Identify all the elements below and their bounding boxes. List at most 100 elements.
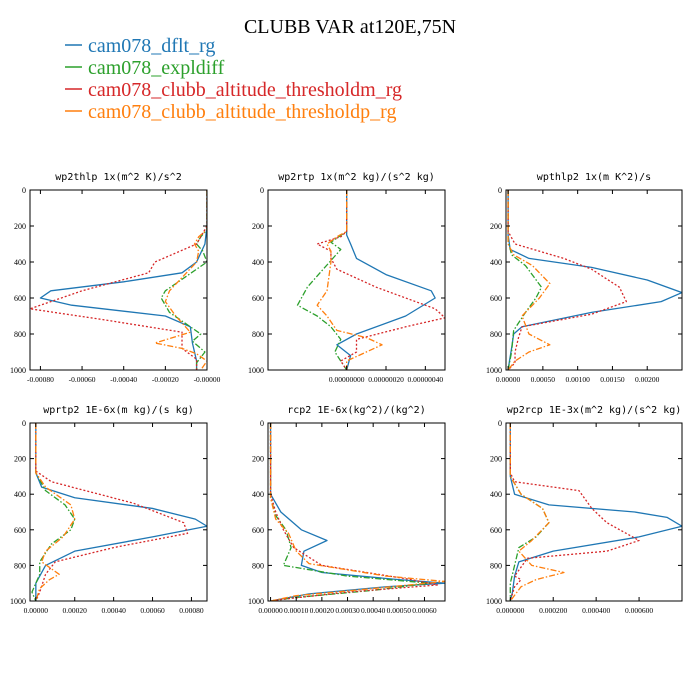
y-tick-label: 1000	[10, 597, 26, 606]
x-tick-label: 0.00000040	[408, 375, 444, 384]
y-tick-label: 400	[252, 490, 264, 499]
y-tick-label: 1000	[248, 366, 264, 375]
subplot-3: wpthlp2 1x(m K^2)/s020040060080010000.00…	[486, 172, 683, 384]
legend-label: cam078_clubb_altitude_thresholdm_rg	[88, 79, 402, 101]
x-tick-label: 0.00080	[179, 606, 204, 615]
x-tick-label: 0.00030	[335, 606, 360, 615]
series-line-cam078_clubb_altitude_thresholdp_rg	[509, 423, 565, 601]
x-tick-label: 0.00040	[101, 606, 126, 615]
y-tick-label: 0	[260, 186, 264, 195]
x-tick-label: -0.00040	[110, 375, 137, 384]
series-line-cam078_clubb_altitude_thresholdp_rg	[507, 190, 551, 370]
series-line-cam078_expldiff	[507, 190, 543, 370]
y-tick-label: 600	[252, 294, 264, 303]
y-tick-label: 400	[252, 258, 264, 267]
subplot-title: wprtp2 1E-6x(m kg)/(s kg)	[43, 405, 194, 416]
y-tick-label: 1000	[10, 366, 26, 375]
y-tick-label: 0	[260, 419, 264, 428]
plot-frame	[505, 189, 683, 371]
y-tick-label: 0	[498, 186, 502, 195]
series-line-cam078_expldiff	[269, 423, 431, 601]
y-tick-label: 200	[14, 455, 26, 464]
series-line-cam078_dflt_rg	[509, 423, 682, 601]
x-tick-label: 0.00000000	[329, 375, 365, 384]
legend: cam078_dflt_rgcam078_expldiffcam078_club…	[65, 35, 402, 123]
x-tick-label: 0.00060	[412, 606, 437, 615]
x-tick-label: 0.00040	[361, 606, 386, 615]
series-line-cam078_clubb_altitude_thresholdm_rg	[269, 423, 438, 601]
x-tick-label: -0.00020	[152, 375, 179, 384]
series-line-cam078_clubb_altitude_thresholdm_rg	[507, 190, 627, 370]
x-tick-label: 0.000000	[496, 606, 524, 615]
y-tick-label: 400	[490, 490, 502, 499]
x-tick-label: 0.00200	[635, 375, 660, 384]
subplot-title: wpthlp2 1x(m K^2)/s	[537, 172, 651, 183]
y-tick-label: 600	[490, 526, 502, 535]
x-tick-label: 0.00100	[565, 375, 590, 384]
x-tick-label: 0.00000	[24, 606, 49, 615]
series-line-cam078_expldiff	[31, 423, 76, 601]
panels: wp2thlp 1x(m^2 K)/s^202004006008001000-0…	[10, 172, 683, 615]
series-line-cam078_expldiff	[160, 190, 207, 370]
figure-title: CLUBB VAR at120E,75N	[244, 16, 456, 38]
series-line-cam078_clubb_altitude_thresholdm_rg	[316, 190, 445, 370]
y-tick-label: 200	[252, 222, 264, 231]
plot-frame	[29, 189, 208, 371]
x-tick-label: 0.00020	[63, 606, 88, 615]
x-tick-label: 0.000600	[625, 606, 653, 615]
y-tick-label: 200	[14, 222, 26, 231]
series-line-cam078_dflt_rg	[507, 190, 682, 370]
y-tick-label: 800	[14, 561, 26, 570]
series-line-cam078_dflt_rg	[269, 423, 445, 601]
series-line-cam078_clubb_altitude_thresholdp_rg	[316, 190, 383, 370]
subplot-5: rcp2 1E-6x(kg^2)/(kg^2) 0 200 400 600 800 1000…	[248, 405, 446, 615]
plot-frame	[505, 422, 683, 602]
series-line-cam078_dflt_rg	[39, 190, 207, 370]
y-tick-label: 200	[252, 455, 264, 464]
x-tick-label: -0.00060	[69, 375, 96, 384]
y-tick-label: 200	[490, 455, 502, 464]
legend-label: cam078_clubb_altitude_thresholdp_rg	[88, 101, 396, 123]
plot-frame	[29, 422, 208, 602]
y-tick-label: 1000	[486, 366, 502, 375]
y-tick-label: 600	[252, 526, 264, 535]
y-tick-label: 200	[490, 222, 502, 231]
x-tick-label: 0.000400	[582, 606, 610, 615]
subplot-6: wp2rcp 1E-3x(m^2 kg)/(s^2 kg) 0 200 400 600 8…	[486, 405, 683, 615]
x-tick-label: -0.00080	[27, 375, 54, 384]
series-line-cam078_clubb_altitude_thresholdp_rg	[154, 190, 207, 370]
y-tick-label: 1000	[248, 597, 264, 606]
x-tick-label: 0.00050	[387, 606, 412, 615]
series-line-cam078_dflt_rg	[336, 190, 436, 370]
x-tick-label: 0.00000	[496, 375, 521, 384]
subplot-2: wp2rtp 1x(m^2 kg)/(s^2 kg) 0 200 400 600 800 1…	[248, 172, 446, 384]
legend-label: cam078_dflt_rg	[88, 35, 215, 57]
x-tick-label: 0.00020	[310, 606, 335, 615]
y-tick-label: 0	[22, 419, 26, 428]
y-tick-label: 600	[14, 294, 26, 303]
subplot-title: wp2thlp 1x(m^2 K)/s^2	[55, 172, 181, 183]
series-line-cam078_clubb_altitude_thresholdm_rg	[35, 423, 189, 601]
y-tick-label: 600	[14, 526, 26, 535]
series-line-cam078_clubb_altitude_thresholdp_rg	[35, 423, 76, 601]
y-tick-label: 0	[22, 186, 26, 195]
x-tick-label: 0.00060	[140, 606, 165, 615]
y-tick-label: 800	[490, 561, 502, 570]
subplot-title: wp2rcp 1E-3x(m^2 kg)/(s^2 kg)	[507, 405, 682, 416]
y-tick-label: 1000	[486, 597, 502, 606]
series-line-cam078_expldiff	[296, 190, 348, 370]
series-line-cam078_clubb_altitude_thresholdm_rg	[30, 190, 207, 370]
plot-frame	[267, 189, 446, 371]
y-tick-label: 800	[252, 330, 264, 339]
x-tick-label: 0.000200	[539, 606, 567, 615]
x-tick-label: 0.00000	[258, 606, 283, 615]
x-tick-label: 0.00000020	[368, 375, 404, 384]
y-tick-label: 800	[252, 561, 264, 570]
y-tick-label: 800	[490, 330, 502, 339]
legend-label: cam078_expldiff	[88, 57, 225, 79]
subplot-1: wp2thlp 1x(m^2 K)/s^202004006008001000-0…	[10, 172, 221, 384]
x-tick-label: -0.00000	[194, 375, 221, 384]
y-tick-label: 400	[14, 258, 26, 267]
y-tick-label: 800	[14, 330, 26, 339]
